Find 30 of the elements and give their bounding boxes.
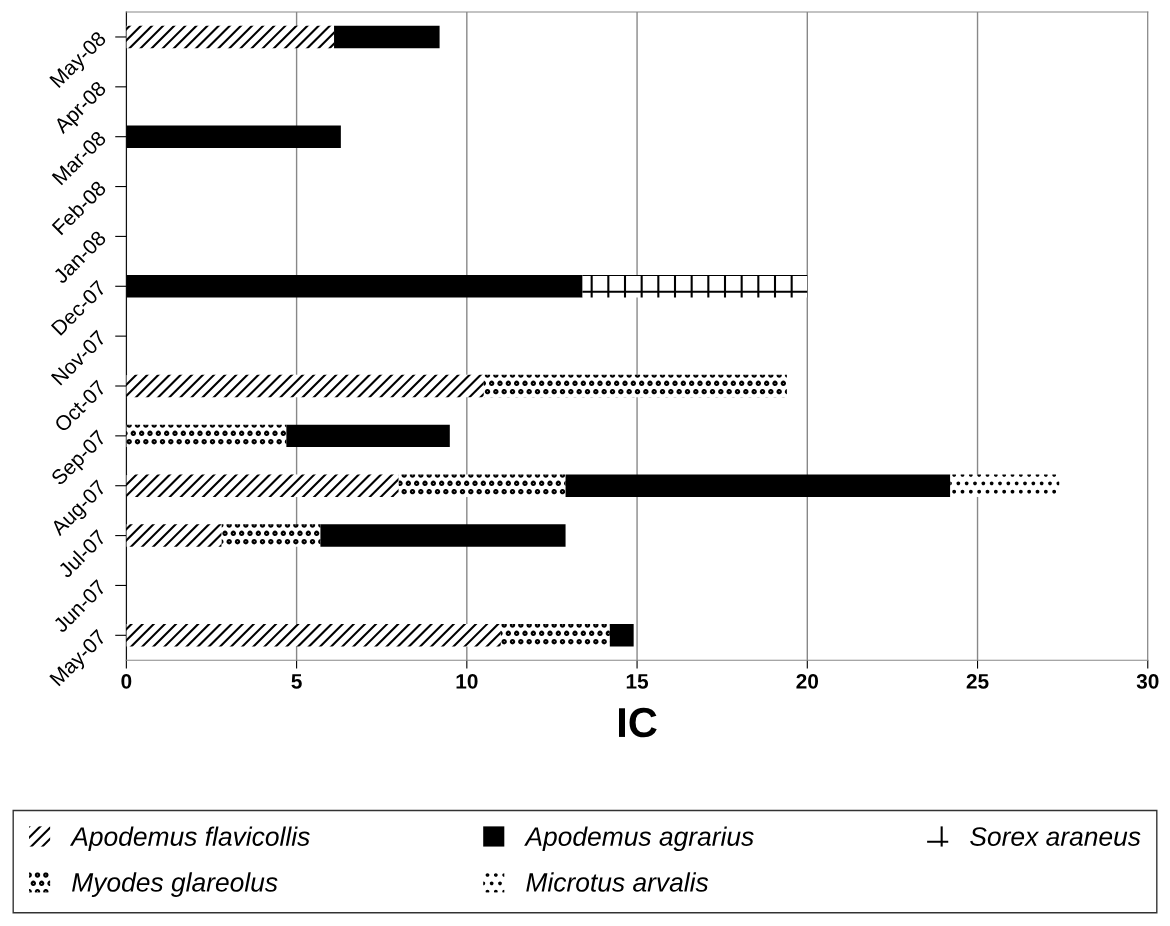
x-tick-label: 5	[291, 674, 302, 689]
x-tick-label: 15	[626, 674, 649, 689]
x-tick-label: 10	[456, 673, 478, 689]
x-tick-label: 20	[796, 673, 819, 689]
bar	[221, 524, 321, 547]
bar	[582, 275, 808, 298]
legend-label: Apodemus agrarius	[524, 826, 754, 852]
bar	[126, 524, 222, 547]
bar	[609, 624, 634, 647]
x-axis-title: IC	[619, 707, 657, 738]
legend-label: Sorex araneus	[970, 827, 1141, 846]
bar	[126, 624, 501, 647]
bar	[483, 374, 787, 398]
legend-label: Apodemus flavicollis	[69, 826, 310, 852]
bar	[126, 374, 484, 398]
bar	[286, 424, 450, 448]
bar	[126, 25, 335, 49]
legend-label: Myodes glareolus	[72, 872, 278, 897]
bar	[950, 474, 1060, 497]
bar	[398, 474, 566, 497]
x-tick-label: 30	[1136, 673, 1159, 689]
legend-label: Microtus arvalis	[526, 872, 709, 892]
bar	[565, 474, 951, 497]
x-tick-label: 25	[966, 673, 989, 689]
x-tick-label: 0	[121, 673, 132, 689]
bar	[334, 25, 440, 49]
bar	[320, 524, 566, 547]
bar	[126, 474, 399, 497]
bar	[500, 624, 610, 647]
bar	[126, 424, 287, 448]
